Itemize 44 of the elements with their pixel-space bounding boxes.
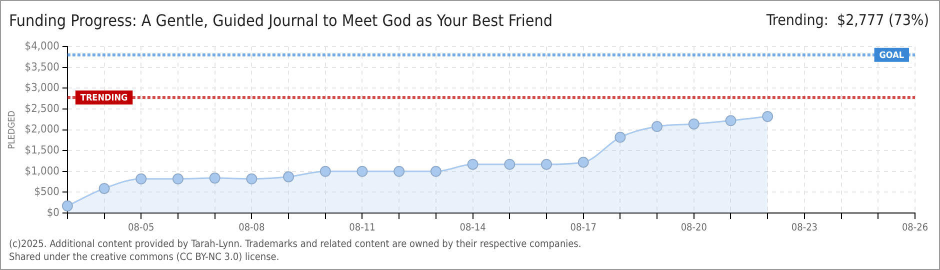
chart-subtitle: Trending: $2,777 (73%) bbox=[766, 11, 929, 29]
y-tick-label: $2,500 bbox=[24, 102, 60, 115]
point bbox=[652, 120, 663, 132]
point bbox=[394, 166, 405, 177]
point bbox=[578, 156, 589, 168]
point bbox=[283, 171, 294, 182]
x-tick-label: 08-26 bbox=[902, 222, 928, 234]
x-tick-label: 08-11 bbox=[349, 222, 376, 234]
point bbox=[430, 166, 442, 177]
y-tick-label: $1,000 bbox=[24, 164, 60, 178]
point bbox=[614, 132, 626, 143]
point bbox=[62, 200, 73, 212]
point bbox=[540, 158, 552, 170]
point bbox=[172, 173, 184, 184]
y-tick-label: $2,000 bbox=[24, 122, 60, 136]
x-tick-label: 08-05 bbox=[128, 222, 154, 234]
point bbox=[467, 158, 478, 170]
x-tick-label: 08-23 bbox=[791, 222, 818, 234]
ref-line-label: GOAL bbox=[879, 50, 904, 61]
x-tick-label: 08-08 bbox=[238, 222, 266, 234]
y-tick-label: $3,500 bbox=[24, 60, 60, 74]
point bbox=[762, 110, 774, 122]
y-axis-title: PLEDGED bbox=[8, 110, 18, 149]
y-tick-label: $0 bbox=[46, 206, 60, 219]
y-tick-label: $1,500 bbox=[24, 143, 60, 156]
point bbox=[98, 182, 110, 194]
point bbox=[136, 173, 147, 184]
point bbox=[688, 118, 700, 130]
x-tick-label: 08-17 bbox=[570, 222, 596, 234]
y-tick-label: $500 bbox=[34, 185, 60, 198]
y-tick-label: $4,000 bbox=[24, 39, 60, 52]
point bbox=[209, 172, 220, 184]
point bbox=[246, 173, 258, 184]
text: Shared under the creative commons (CC BY-NC 3.0) license. bbox=[9, 251, 280, 264]
point bbox=[504, 158, 516, 170]
text: (c)2025. Additional content provided by Tarah-Lynn. Trademarks and related content are owned by their respective companies. bbox=[9, 238, 582, 251]
x-tick-label: 08-14 bbox=[460, 222, 486, 234]
y-tick-label: $3,000 bbox=[24, 81, 60, 94]
point bbox=[725, 115, 736, 126]
chart-title: Funding Progress: A Gentle, Guided Journal to Meet God as Your Best Friend bbox=[9, 11, 552, 30]
point bbox=[320, 166, 331, 177]
point bbox=[356, 166, 368, 177]
ref-line-label: TRENDING bbox=[80, 93, 128, 104]
x-tick-label: 08-20 bbox=[680, 222, 708, 234]
